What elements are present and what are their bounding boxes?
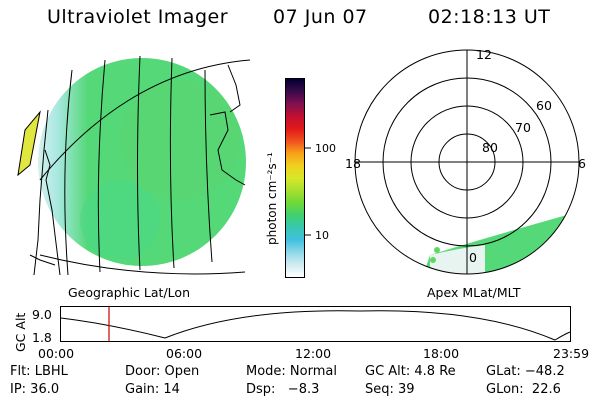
info-gain: Gain: 14: [125, 382, 180, 397]
altitude-plot: [60, 306, 571, 342]
lat-lon-grid: [39, 55, 251, 276]
alt-ylabel: GC Alt: [13, 312, 28, 352]
mlt-label-12: 12: [476, 47, 492, 62]
lat-label-60: 60: [536, 98, 552, 113]
polar-plot: 12 18 6 0 60 70 80 Apex MLat/MLT: [345, 47, 586, 300]
alt-xtick-1800: 18:00: [423, 346, 460, 361]
instrument-title: Ultraviolet Imager: [47, 6, 229, 28]
lat-label-70: 70: [515, 120, 531, 135]
mlt-label-18: 18: [345, 156, 361, 171]
lat-label-80: 80: [482, 140, 498, 155]
colorbar-unit-label: photon cm⁻²s⁻¹: [265, 152, 279, 245]
alt-xtick-0000: 00:00: [38, 346, 75, 361]
info-flt: Flt: LBHL: [10, 364, 68, 379]
color-bar: [285, 78, 305, 278]
info-glat: GLat: −48.2: [486, 364, 565, 379]
info-glon: GLon: 22.6: [486, 382, 561, 397]
geographic-image-panel: Geographic Lat/Lon: [17, 55, 251, 300]
colorbar-tick-100: 100: [315, 142, 336, 155]
alt-xtick-0600: 06:00: [166, 346, 203, 361]
polar-aurora-swath: [415, 210, 579, 274]
alt-ytick-1-8: 1.8: [32, 330, 52, 345]
polar-caption: Apex MLat/MLT: [427, 285, 521, 300]
info-seq: Seq: 39: [365, 382, 415, 397]
alt-ytick-9: 9.0: [32, 307, 52, 322]
info-ip: IP: 36.0: [10, 382, 60, 397]
alt-xtick-2359: 23:59: [553, 346, 590, 361]
mlt-label-6: 6: [578, 156, 586, 171]
mlt-label-0: 0: [469, 250, 477, 265]
info-mode: Mode: Normal: [246, 364, 337, 379]
image-date: 07 Jun 07: [273, 6, 368, 28]
polar-grid: [354, 49, 580, 275]
colorbar-tick-10: 10: [315, 229, 329, 242]
coastline-outline: [17, 64, 246, 276]
altitude-curve: [60, 310, 571, 341]
color-bar-ticks: 100 10: [305, 142, 336, 242]
info-gc-alt: GC Alt: 4.8 Re: [365, 364, 456, 379]
info-dsp: Dsp: −8.3: [246, 382, 320, 397]
info-door: Door: Open: [125, 364, 200, 379]
alt-xtick-1200: 12:00: [295, 346, 332, 361]
uv-image-disk: [38, 58, 246, 266]
geo-caption: Geographic Lat/Lon: [68, 285, 190, 300]
image-time: 02:18:13 UT: [428, 6, 551, 28]
